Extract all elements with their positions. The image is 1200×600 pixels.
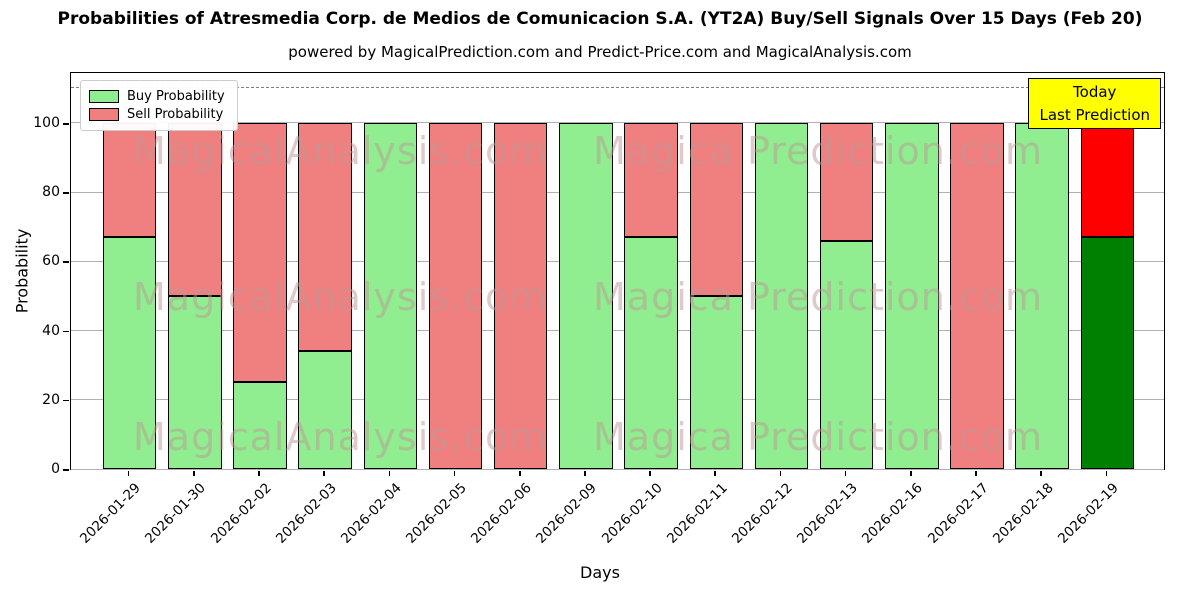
x-tick-mark — [453, 471, 456, 476]
legend: Buy Probability Sell Probability — [80, 80, 238, 131]
x-tick-label-text: 2026-02-02 — [207, 480, 275, 547]
x-tick-mark — [258, 471, 260, 476]
watermark-text: MagicalAnalysis.com — [133, 129, 548, 173]
buy-bar-segment — [1080, 237, 1135, 469]
y-tick-label: 0 — [51, 461, 60, 477]
chart-subtitle: powered by MagicalPrediction.com and Pre… — [288, 43, 912, 61]
x-tick-mark — [584, 471, 586, 476]
x-tick-mark — [1105, 471, 1108, 476]
x-tick-mark — [518, 471, 521, 476]
y-axis-label: Probability — [12, 228, 32, 314]
x-tick-label-text: 2026-02-09 — [533, 480, 601, 547]
sell-bar-segment — [428, 122, 483, 469]
dashed-threshold-line — [71, 87, 1164, 89]
gridline — [71, 468, 1164, 470]
y-tick-mark — [63, 330, 69, 333]
x-tick-mark — [649, 471, 651, 476]
buy-bar-segment — [885, 122, 939, 469]
y-tick-label: 100 — [33, 114, 60, 131]
sell-bar-segment — [1080, 122, 1135, 238]
sell-bar-segment — [819, 122, 874, 241]
gridline — [71, 399, 1164, 401]
buy-bar-segment — [298, 351, 352, 469]
buy-bar-segment — [819, 240, 874, 469]
sell-bar-segment — [493, 122, 548, 469]
buy-probability-swatch — [89, 90, 119, 103]
y-tick-label: 80 — [42, 184, 60, 201]
x-tick-label-text: 2026-02-13 — [794, 480, 861, 547]
sell-bar-segment — [689, 122, 743, 296]
buy-bar-segment — [754, 122, 809, 469]
x-tick-label-text: 2026-02-10 — [598, 480, 666, 547]
today-last-prediction-box: Today Last Prediction — [1028, 78, 1161, 129]
x-tick-label-text: 2026-02-04 — [337, 480, 405, 547]
sell-bar-segment — [233, 122, 287, 383]
buy-bar-segment — [233, 382, 287, 469]
chart-title: Probabilities of Atresmedia Corp. de Med… — [57, 9, 1143, 29]
x-tick-label-text: 2026-02-11 — [663, 480, 731, 547]
annotation-line-last-prediction: Last Prediction — [1039, 105, 1150, 124]
y-tick-label: 40 — [42, 322, 60, 339]
y-tick-label: 60 — [42, 253, 60, 270]
x-tick-mark — [323, 471, 325, 476]
x-tick-label-text: 2026-02-03 — [272, 480, 340, 547]
y-tick-label: 20 — [42, 391, 60, 408]
sell-bar-segment — [298, 122, 352, 352]
x-tick-label-text: 2026-02-12 — [728, 480, 796, 547]
buy-bar-segment — [1015, 122, 1069, 469]
buy-bar-segment — [102, 237, 157, 469]
y-tick-mark — [63, 122, 69, 125]
buy-bar-segment — [624, 237, 678, 469]
y-tick-mark — [63, 192, 69, 194]
x-tick-mark — [779, 471, 782, 476]
watermark-text: MagicalAnalysis.com — [133, 275, 548, 319]
x-tick-mark — [975, 471, 977, 476]
legend-item-sell: Sell Probability — [89, 107, 225, 122]
y-tick-mark — [63, 261, 69, 263]
sell-bar-segment — [950, 122, 1004, 469]
x-tick-label-text: 2026-01-30 — [142, 480, 210, 547]
buy-bar-segment — [363, 122, 418, 469]
x-tick-mark — [910, 471, 912, 476]
x-tick-label-text: 2026-02-19 — [1054, 480, 1122, 547]
legend-label-buy: Buy Probability — [127, 89, 225, 104]
watermark-text: Magica Prediction.com — [593, 415, 1044, 459]
annotation-line-today: Today — [1073, 83, 1117, 101]
x-tick-mark — [844, 471, 847, 476]
sell-bar-segment — [624, 122, 678, 238]
watermark-text: Magica Prediction.com — [593, 275, 1044, 319]
sell-bar-segment — [102, 122, 157, 238]
gridline — [71, 260, 1164, 262]
watermark-text: Magica Prediction.com — [593, 129, 1044, 173]
x-tick-label-text: 2026-02-05 — [403, 480, 470, 547]
x-tick-mark — [1040, 471, 1042, 476]
x-tick-label-text: 2026-01-29 — [77, 480, 144, 547]
x-axis-label: Days — [580, 563, 620, 582]
gridline — [71, 122, 1164, 124]
plot-area: MagicalAnalysis.com Magica Prediction.com… — [70, 72, 1165, 470]
sell-probability-swatch — [89, 108, 119, 121]
x-tick-label-text: 2026-02-16 — [859, 480, 927, 547]
x-tick-label-text: 2026-02-17 — [924, 480, 992, 547]
x-tick-mark — [192, 471, 195, 476]
x-tick-mark — [127, 471, 130, 476]
gridline — [71, 330, 1164, 332]
x-tick-label-text: 2026-02-06 — [468, 480, 536, 547]
buy-bar-segment — [168, 295, 222, 469]
watermark-text: MagicalAnalysis.com — [133, 415, 548, 459]
sell-bar-segment — [168, 122, 222, 296]
legend-item-buy: Buy Probability — [89, 89, 225, 104]
buy-bar-segment — [559, 122, 613, 469]
legend-label-sell: Sell Probability — [127, 107, 224, 122]
x-tick-label-text: 2026-02-18 — [989, 480, 1057, 547]
buy-bar-segment — [689, 295, 743, 469]
gridline — [71, 191, 1164, 193]
x-tick-mark — [388, 471, 391, 476]
y-tick-mark — [63, 399, 69, 402]
x-tick-mark — [714, 471, 717, 476]
y-tick-mark — [63, 469, 69, 471]
